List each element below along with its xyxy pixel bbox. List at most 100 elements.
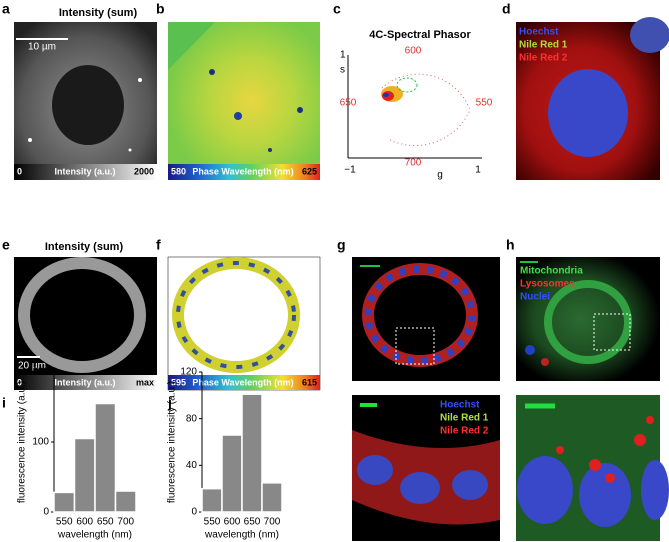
tissue-ring: [364, 265, 476, 365]
colorbar: [14, 164, 157, 180]
x-tick-label: 550: [56, 517, 73, 528]
nucleus: [400, 472, 440, 504]
colorbar-max: 615: [302, 377, 317, 387]
legend-entry: Nile Red 1: [519, 40, 568, 51]
panel-letter: a: [2, 1, 10, 17]
x-tick-label: 700: [117, 517, 134, 528]
bar: [241, 393, 263, 513]
nucleus: [452, 470, 488, 500]
lysosome: [634, 434, 646, 446]
lysosome: [589, 459, 601, 471]
bar: [114, 490, 137, 513]
wavelength-label: 550: [476, 98, 493, 109]
panel-letter: c: [333, 1, 341, 17]
phasor-cloud: [383, 93, 389, 97]
colorbar-min: 0: [17, 377, 22, 387]
dot: [268, 148, 272, 152]
x-axis-label: wavelength (nm): [57, 530, 132, 541]
colorbar-label: Phase Wavelength (nm): [192, 166, 293, 176]
bar: [261, 482, 283, 513]
x-axis-label: g: [437, 170, 443, 181]
dot: [209, 69, 215, 75]
dot: [28, 138, 32, 142]
legend-entry: Hoechst: [440, 400, 480, 411]
y-axis-label: fluorescence intensity (a.u.): [167, 381, 178, 503]
y-tick-label: 0: [191, 507, 197, 518]
panel-title: Intensity (sum): [45, 241, 124, 253]
bar: [221, 434, 243, 513]
bar: [94, 402, 117, 513]
dot: [297, 107, 303, 113]
y-tick-label: 100: [32, 437, 49, 448]
wavelength-label: 650: [340, 98, 357, 109]
scale-bar-label: 10 µm: [28, 42, 56, 53]
x-tick: −1: [344, 165, 356, 176]
legend-entry: Nile Red 2: [519, 53, 568, 64]
selection: [396, 77, 418, 93]
colorbar-min: 0: [17, 166, 22, 176]
nucleus: [641, 460, 669, 520]
y-tick-label: 120: [180, 367, 197, 378]
x-tick-label: 600: [224, 517, 241, 528]
panel-letter: h: [506, 237, 515, 253]
colorbar-min: 580: [171, 166, 186, 176]
legend-entry: Nile Red 2: [440, 426, 489, 437]
lysosome: [556, 446, 564, 454]
colorbar-label: Intensity (a.u.): [54, 166, 115, 176]
tissue-ring: [18, 257, 146, 373]
x-tick-label: 650: [244, 517, 261, 528]
panel-letter: j: [167, 395, 172, 411]
lysosome: [646, 416, 654, 424]
bar: [73, 437, 96, 513]
colorbar-label: Phase Wavelength (nm): [192, 377, 293, 387]
x-tick-label: 550: [204, 517, 221, 528]
lysosome: [605, 473, 615, 483]
panel-letter: f: [156, 237, 161, 253]
colorbar-min: 595: [171, 377, 186, 387]
colorbar: [168, 164, 320, 180]
region: [168, 22, 215, 70]
x-tick: 1: [475, 165, 481, 176]
panel-letter: d: [502, 1, 511, 17]
legend-entry: Nile Red 1: [440, 413, 489, 424]
phase-map: [168, 22, 320, 180]
colorbar-label: Intensity (a.u.): [54, 377, 115, 387]
colorbar: [14, 375, 157, 390]
nucleus: [52, 65, 124, 145]
nucleus: [579, 463, 631, 527]
y-tick: 1: [340, 50, 346, 61]
y-axis-label: fluorescence intensity (a.u.): [17, 381, 28, 503]
dot: [234, 112, 242, 120]
legend-entry: Nuclei: [520, 292, 550, 303]
x-tick-label: 650: [97, 517, 114, 528]
spectral-locus: [381, 73, 471, 111]
wavelength-label: 700: [405, 158, 422, 169]
spectral-locus: [389, 109, 471, 147]
legend-entry: Hoechst: [519, 27, 559, 38]
panel-letter: g: [337, 237, 346, 253]
bar: [53, 491, 76, 513]
lysosome: [541, 358, 549, 366]
panel-letter: i: [2, 395, 6, 411]
x-axis-label: wavelength (nm): [204, 530, 279, 541]
zoom-box: [593, 313, 631, 351]
nucleus: [357, 455, 393, 485]
nucleus: [630, 17, 669, 53]
zoom-box: [395, 327, 435, 365]
legend-entry: Lysosomes: [520, 279, 575, 290]
x-tick-label: 600: [76, 517, 93, 528]
nucleus: [548, 69, 628, 157]
dot: [138, 78, 142, 82]
dot: [128, 148, 132, 152]
colorbar-max: max: [136, 377, 154, 387]
wavelength-label: 600: [405, 46, 422, 57]
y-tick-label: 80: [186, 413, 198, 424]
x-tick-label: 700: [264, 517, 281, 528]
y-axis-label: s: [340, 65, 345, 76]
colorbar-max: 2000: [134, 166, 154, 176]
nucleus: [517, 456, 573, 524]
panel-letter: e: [2, 237, 10, 253]
colorbar-max: 625: [302, 166, 317, 176]
y-tick-label: 40: [186, 460, 198, 471]
